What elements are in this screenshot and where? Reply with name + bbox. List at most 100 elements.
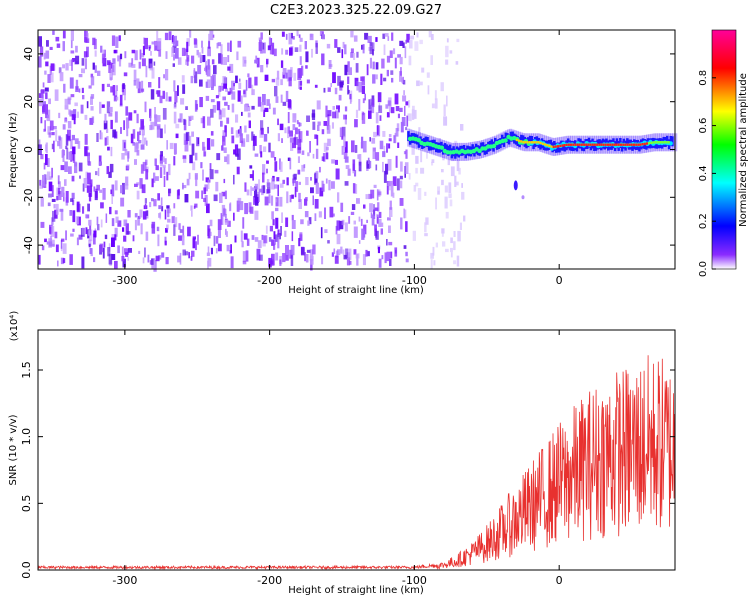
- spectral-cell: [312, 153, 315, 159]
- spectral-cell: [294, 177, 296, 184]
- spectral-cell: [310, 187, 314, 194]
- spectral-cell: [377, 92, 382, 103]
- spectral-cell: [399, 56, 403, 65]
- spectral-cell: [110, 86, 113, 93]
- spectral-cell: [441, 169, 444, 173]
- spectral-cell: [435, 242, 438, 248]
- spectral-cell: [276, 70, 280, 80]
- spectral-cell: [65, 191, 69, 203]
- track-peak: [639, 143, 642, 146]
- spectral-cell: [70, 94, 75, 98]
- track-peak: [637, 143, 640, 146]
- spectral-cell: [312, 244, 316, 255]
- spectral-cell: [106, 166, 110, 175]
- spectrogram-x-ticks: -300 -200 -100 0: [112, 30, 563, 287]
- spectral-cell: [90, 106, 94, 111]
- spectral-cell: [344, 44, 347, 55]
- spectral-cell: [321, 180, 324, 192]
- spectral-cell: [409, 113, 412, 122]
- spectral-cell: [81, 68, 85, 74]
- spectral-cell: [344, 181, 349, 186]
- spectral-cell: [277, 233, 281, 240]
- spectral-cell: [137, 215, 141, 219]
- spectral-cell: [177, 118, 181, 123]
- spectral-cell: [339, 127, 344, 138]
- spectral-cell: [358, 99, 361, 111]
- spectral-cell: [215, 95, 219, 99]
- x-tick-label: -300: [112, 574, 137, 587]
- spectral-cell: [83, 51, 88, 58]
- spectrogram-x-label: Height of straight line (km): [288, 285, 424, 296]
- spectral-cell: [79, 175, 81, 179]
- track-peak: [517, 139, 520, 142]
- spectral-cell: [53, 126, 57, 130]
- spectral-cell: [461, 191, 465, 200]
- spectral-cell: [171, 47, 175, 57]
- track-blue: [666, 135, 669, 146]
- track-peak: [628, 143, 631, 146]
- spectral-cell: [227, 55, 230, 63]
- spectral-cell: [221, 145, 224, 151]
- spectral-cell: [159, 212, 162, 220]
- spectral-cell: [71, 59, 73, 71]
- track-peak: [630, 143, 633, 146]
- track-peak: [541, 142, 544, 145]
- spectral-cell: [47, 74, 51, 83]
- spectral-cell: [164, 32, 169, 41]
- spectral-cell: [251, 235, 255, 240]
- spectral-cell: [290, 67, 293, 78]
- spectral-cell: [161, 252, 165, 258]
- spectral-cell: [113, 49, 117, 54]
- spectral-cell: [383, 170, 387, 183]
- spectral-cell: [81, 256, 85, 269]
- spectral-cell: [46, 40, 49, 47]
- spectral-cell: [51, 132, 55, 136]
- spectral-cell: [125, 223, 129, 235]
- spectral-cell: [353, 53, 356, 60]
- spectral-cell: [446, 95, 448, 107]
- spectral-cell: [371, 214, 375, 226]
- spectral-cell: [177, 189, 180, 196]
- spectral-cell: [48, 181, 53, 192]
- spectral-cell: [160, 128, 163, 139]
- spectral-cell: [295, 181, 299, 192]
- spectral-cell: [210, 131, 214, 136]
- spectral-cell: [38, 254, 41, 265]
- spectral-cell: [328, 179, 331, 191]
- spectral-cell: [155, 255, 160, 262]
- spectral-cell: [373, 131, 377, 138]
- track-peak: [596, 143, 599, 146]
- spectral-cell: [193, 205, 196, 209]
- spectral-cell: [409, 39, 413, 49]
- spectral-cell: [40, 154, 44, 160]
- spectral-cell: [225, 231, 228, 237]
- track-peak: [604, 143, 607, 146]
- spectral-cell: [304, 198, 308, 206]
- spectral-cell: [405, 221, 408, 232]
- spectral-cell: [110, 119, 113, 130]
- spectral-cell: [223, 178, 226, 184]
- spectral-cell: [286, 191, 289, 204]
- spectral-cell: [115, 85, 118, 91]
- spectral-cell: [386, 69, 389, 77]
- spectral-cell: [368, 110, 372, 119]
- spectral-cell: [134, 183, 138, 187]
- spectral-cell: [341, 136, 344, 140]
- spectral-cell: [153, 199, 157, 207]
- spectral-cell: [249, 174, 253, 179]
- spectral-cell: [96, 184, 100, 191]
- spectral-cell: [100, 202, 104, 209]
- track-peak: [526, 141, 529, 144]
- spectral-cell: [121, 246, 124, 258]
- spectral-cell: [262, 172, 265, 183]
- spectral-cell: [268, 257, 272, 268]
- spectral-cell: [87, 230, 91, 236]
- spectral-cell: [291, 32, 293, 39]
- spectral-cell: [287, 112, 290, 124]
- spectral-cell: [361, 85, 365, 94]
- spectral-cell: [209, 169, 214, 180]
- spectral-cell: [149, 202, 152, 208]
- spectral-cell: [443, 104, 446, 116]
- spectral-cell: [72, 228, 75, 232]
- spectral-cell: [259, 39, 262, 52]
